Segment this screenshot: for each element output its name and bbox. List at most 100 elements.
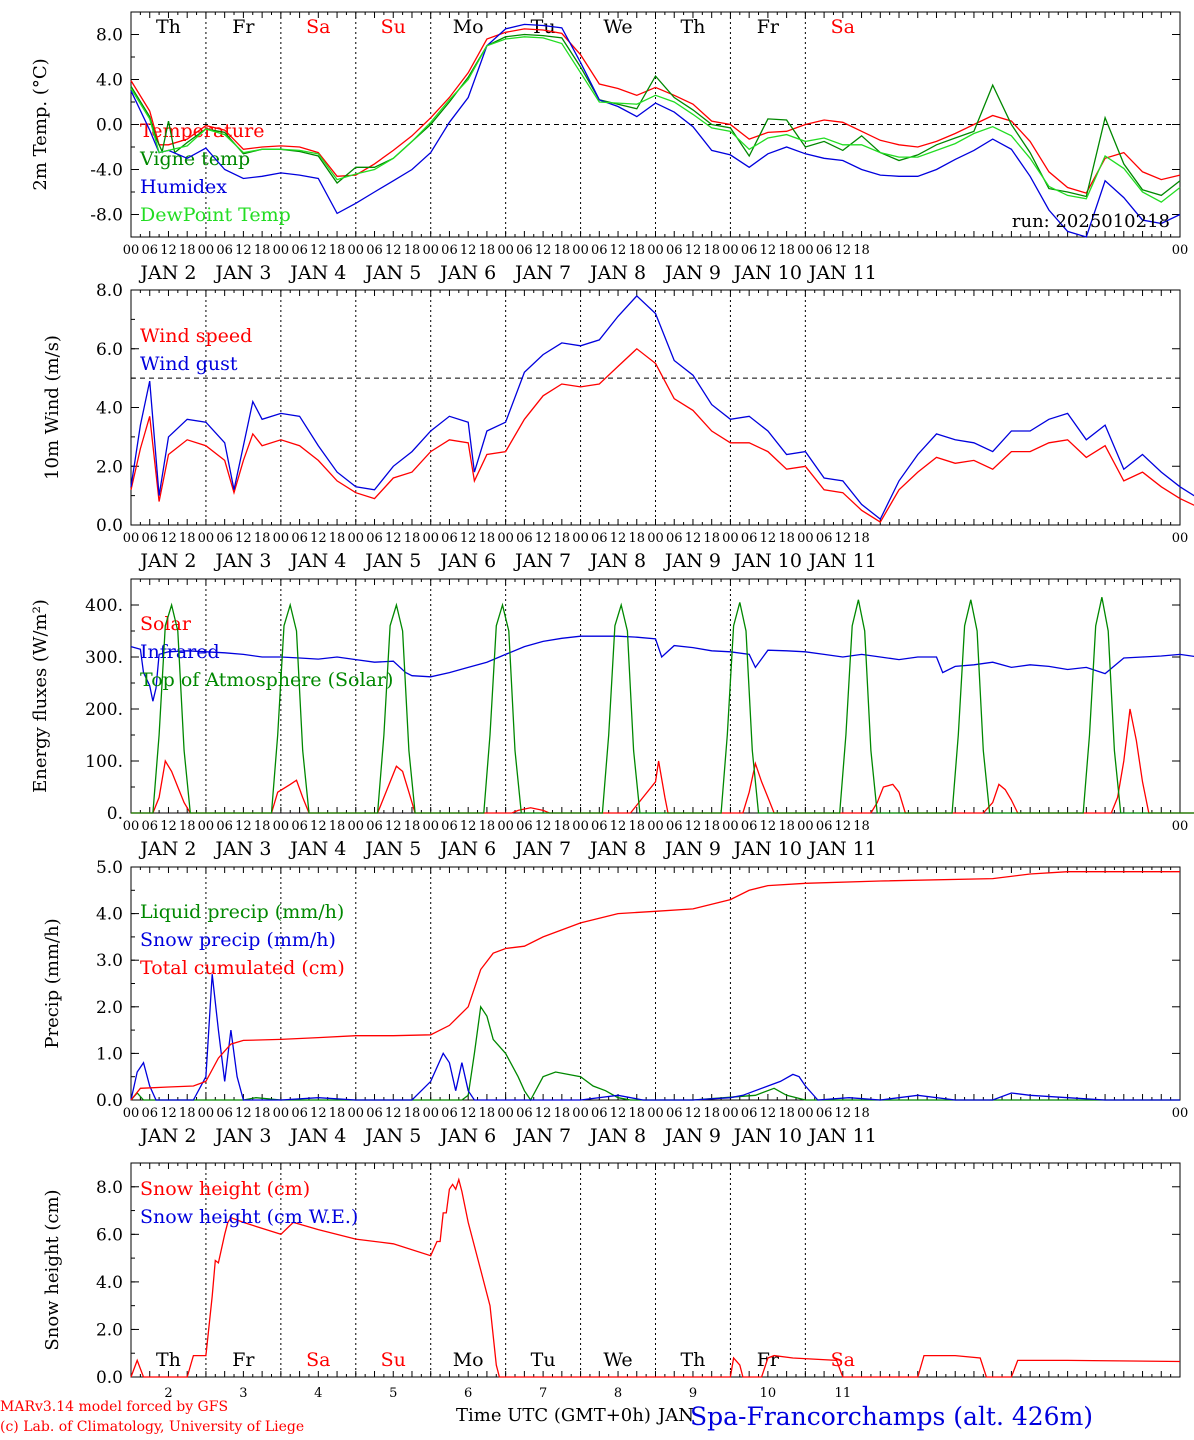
hour-tick-label: 06 — [516, 531, 533, 546]
hour-tick-label: 18 — [853, 243, 870, 258]
date-label: JAN 10 — [732, 1125, 802, 1147]
hour-tick-label: 18 — [628, 1106, 645, 1121]
panel-1: -8.0-4.00.04.08.02m Temp. (°C)00 06 12 18JA… — [30, 11, 1189, 284]
hour-tick-label: 18 — [554, 1106, 571, 1121]
hour-tick-label: 18 — [179, 243, 196, 258]
hour-tick-label: 06 — [741, 531, 758, 546]
date-label: JAN 8 — [588, 550, 646, 572]
hour-tick-label: 06 — [366, 1106, 383, 1121]
hour-tick-label: 06 — [666, 243, 683, 258]
hour-tick-label: 00 — [123, 243, 140, 258]
hour-tick-label: 06 — [216, 1106, 233, 1121]
day-number-label: 8 — [614, 1386, 622, 1401]
hour-tick-label: 00 — [1172, 243, 1189, 258]
hour-tick-label: 00 — [572, 1106, 589, 1121]
hour-tick-label: 06 — [816, 531, 833, 546]
date-label: JAN 8 — [588, 1125, 646, 1147]
hour-tick-label: 12 — [535, 1106, 552, 1121]
hour-tick-label: 12 — [535, 819, 552, 834]
hour-tick-label: 00 — [123, 1106, 140, 1121]
y-tick-label: 0.0 — [96, 1091, 123, 1111]
y-tick-label: 0. — [107, 804, 123, 824]
hour-tick-label: 12 — [835, 819, 852, 834]
y-tick-label: 4.0 — [96, 1273, 123, 1293]
hour-tick-label: 06 — [366, 531, 383, 546]
day-name: Th — [156, 16, 181, 38]
hour-tick-label: 18 — [329, 243, 346, 258]
day-name: Su — [381, 1349, 406, 1371]
hour-tick-label: 06 — [441, 531, 458, 546]
hour-tick-label: 06 — [216, 243, 233, 258]
date-label: JAN 10 — [732, 262, 802, 284]
hour-tick-label: 06 — [291, 819, 308, 834]
hour-tick-label: 18 — [479, 819, 496, 834]
hour-tick-label: 00 — [647, 1106, 664, 1121]
series-line-wind-gust — [130, 294, 1194, 521]
hour-tick-label: 18 — [329, 1106, 346, 1121]
day-number-label: 7 — [539, 1386, 547, 1401]
hour-tick-label: 18 — [404, 819, 421, 834]
day-name: Fr — [232, 16, 255, 38]
date-label: JAN 3 — [213, 550, 271, 572]
hour-tick-label: 12 — [610, 243, 627, 258]
hour-tick-label: 18 — [254, 1106, 271, 1121]
date-label: JAN 6 — [438, 550, 496, 572]
series-line-dewpoint-temp — [130, 36, 1181, 203]
hour-tick-label: 06 — [441, 243, 458, 258]
date-label: JAN 3 — [213, 838, 271, 860]
hour-tick-label: 12 — [685, 243, 702, 258]
y-tick-label: -4.0 — [90, 161, 123, 181]
hour-tick-label: 12 — [385, 243, 402, 258]
day-name: Th — [681, 1349, 706, 1371]
y-tick-label: 100. — [85, 752, 123, 772]
hour-tick-label: 00 — [273, 1106, 290, 1121]
hour-tick-label: 06 — [141, 1106, 158, 1121]
hour-tick-label: 18 — [479, 1106, 496, 1121]
hour-tick-label: 18 — [778, 1106, 795, 1121]
date-label: JAN 11 — [807, 1125, 877, 1147]
date-label: JAN 10 — [732, 550, 802, 572]
hour-tick-label: 18 — [404, 243, 421, 258]
day-name: Fr — [757, 1349, 780, 1371]
hour-tick-label: 06 — [366, 819, 383, 834]
y-axis-label: Snow height (cm) — [42, 1189, 63, 1350]
hour-tick-label: 00 — [572, 531, 589, 546]
date-label: JAN 7 — [513, 838, 571, 860]
y-tick-label: 4.0 — [96, 399, 123, 419]
hour-tick-label: 18 — [853, 819, 870, 834]
date-label: JAN 11 — [807, 262, 877, 284]
series-line-solar — [131, 708, 1194, 814]
hour-tick-label: 06 — [741, 1106, 758, 1121]
hour-tick-label: 18 — [404, 531, 421, 546]
hour-tick-label: 18 — [703, 531, 720, 546]
hour-tick-label: 12 — [760, 819, 777, 834]
hour-tick-label: 06 — [741, 243, 758, 258]
hour-tick-label: 06 — [291, 1106, 308, 1121]
y-axis-label: 2m Temp. (°C) — [30, 58, 51, 190]
legend-entry: Vigne temp — [139, 148, 250, 170]
hour-tick-label: 00 — [198, 819, 215, 834]
legend-entry: Infrared — [140, 641, 220, 663]
series-line-infrared — [130, 635, 1194, 702]
hour-tick-label: 18 — [329, 819, 346, 834]
hour-tick-label: 12 — [835, 243, 852, 258]
hour-tick-label: 00 — [348, 243, 365, 258]
hour-tick-label: 00 — [797, 1106, 814, 1121]
y-tick-label: 8.0 — [96, 281, 123, 301]
y-tick-label: 200. — [85, 700, 123, 720]
hour-tick-label: 00 — [422, 531, 439, 546]
hour-tick-label: 18 — [703, 819, 720, 834]
hour-tick-label: 06 — [666, 1106, 683, 1121]
day-number-label: 11 — [835, 1386, 852, 1401]
hour-tick-label: 06 — [816, 1106, 833, 1121]
hour-tick-label: 00 — [497, 531, 514, 546]
series-line-snow-height-cm- — [130, 1177, 1181, 1378]
day-number-label: 5 — [389, 1386, 397, 1401]
legend-entry: Snow height (cm W.E.) — [140, 1206, 358, 1228]
model-info: MARv3.14 model forced by GFS — [0, 1399, 229, 1415]
hour-tick-label: 12 — [760, 1106, 777, 1121]
hour-tick-label: 00 — [198, 243, 215, 258]
hour-tick-label: 12 — [235, 819, 252, 834]
date-label: JAN 8 — [588, 262, 646, 284]
